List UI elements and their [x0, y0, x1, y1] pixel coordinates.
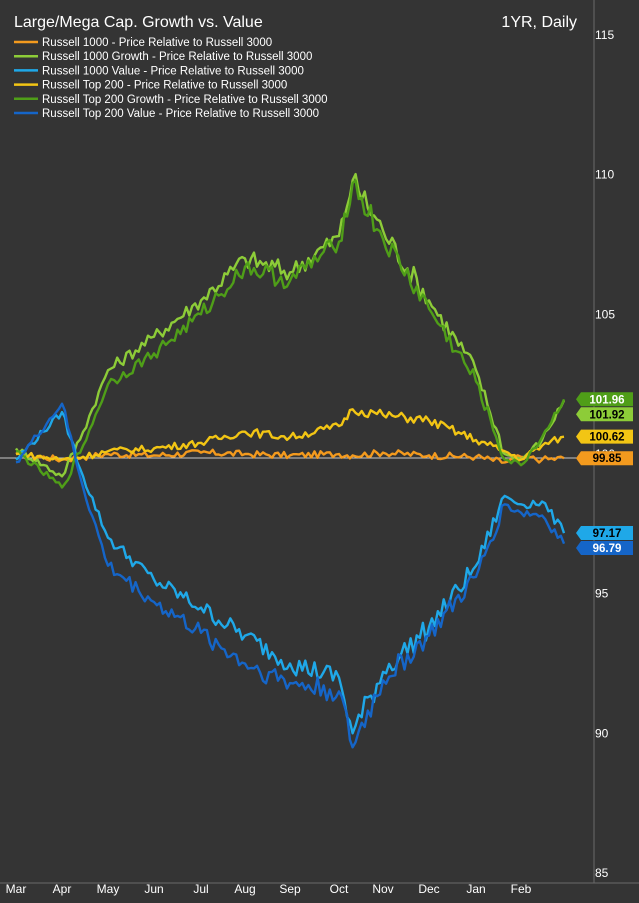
end-tag-box	[576, 451, 633, 466]
chart-subtitle: 1YR, Daily	[501, 14, 577, 31]
legend-label: Russell Top 200 - Price Relative to Russ…	[42, 80, 287, 92]
end-tag-label: 97.17	[593, 528, 622, 540]
end-tag-label: 101.96	[589, 394, 624, 406]
end-tag-label: 99.85	[593, 453, 622, 465]
x-tick-label: Aug	[234, 882, 255, 896]
series-line-6	[15, 402, 566, 749]
end-tag-label: 100.62	[589, 432, 624, 444]
series-layer	[15, 172, 566, 749]
legend-label: Russell Top 200 Growth - Price Relative …	[42, 94, 328, 106]
chart-title: Large/Mega Cap. Growth vs. Value	[14, 14, 263, 31]
legend-label: Russell Top 200 Value - Price Relative t…	[42, 108, 319, 120]
series-line-5	[15, 179, 566, 489]
x-tick-label: Jul	[193, 882, 208, 896]
x-tick-label: Apr	[53, 882, 72, 896]
legend: Russell 1000 - Price Relative to Russell…	[14, 37, 328, 120]
end-tag-label: 96.79	[593, 543, 622, 555]
y-tick-label: 85	[595, 866, 609, 880]
y-tick-label: 90	[595, 726, 609, 740]
legend-label: Russell 1000 Value - Price Relative to R…	[42, 65, 304, 77]
end-tag-box	[576, 407, 633, 422]
legend-label: Russell 1000 Growth - Price Relative to …	[42, 51, 312, 63]
x-tick-label: Jan	[466, 882, 485, 896]
legend-label: Russell 1000 - Price Relative to Russell…	[42, 37, 272, 49]
y-tick-label: 110	[595, 168, 614, 182]
x-tick-label: May	[97, 882, 120, 896]
x-tick-label: Mar	[6, 882, 27, 896]
x-tick-label: Dec	[418, 882, 439, 896]
x-tick-label: Nov	[372, 882, 393, 896]
y-tick-label: 95	[595, 587, 609, 601]
y-tick-label: 115	[595, 28, 614, 42]
series-line-1	[15, 448, 565, 464]
y-tick-label: 105	[595, 307, 615, 321]
y-axis-ticks: 859095100105110115	[595, 28, 615, 880]
end-tag-box	[576, 392, 633, 407]
end-tag-box	[576, 541, 633, 556]
x-tick-label: Feb	[511, 882, 532, 896]
x-axis-ticks: Mar Apr May Jun Jul Aug Sep Oct Nov Dec Jan Feb	[6, 882, 532, 896]
end-tag-box	[576, 429, 633, 444]
series-line-2	[15, 172, 566, 478]
x-tick-label: Oct	[330, 882, 349, 896]
end-tag-box	[576, 526, 633, 541]
end-value-tags: 101.96 101.92 100.62 99.85 97.17 96.79	[576, 392, 633, 556]
series-line-4	[15, 408, 565, 462]
x-tick-label: Jun	[144, 882, 163, 896]
x-tick-label: Sep	[279, 882, 301, 896]
series-line-3	[15, 410, 566, 735]
end-tag-label: 101.92	[589, 409, 624, 421]
